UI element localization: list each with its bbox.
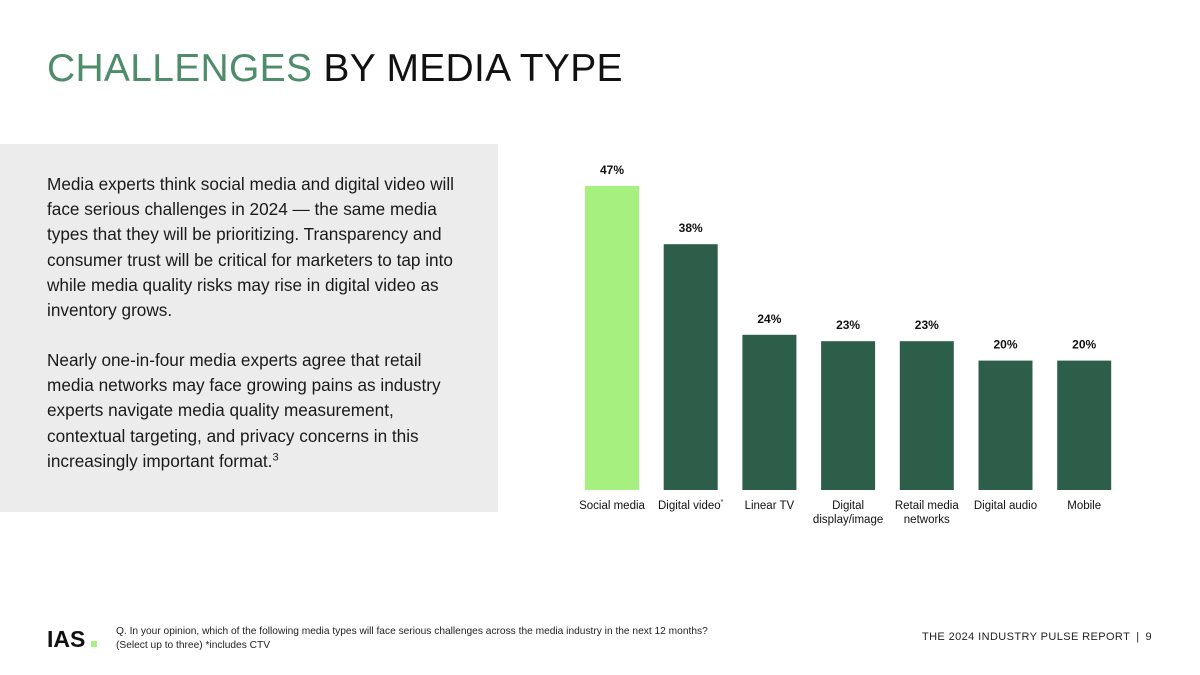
bar-retail-media-networks	[899, 341, 954, 490]
bar-digital-display-image	[821, 341, 876, 490]
ias-logo: IAS	[47, 626, 97, 650]
category-label: Digital display/image	[813, 500, 883, 526]
bar-value-label: 23%	[836, 318, 860, 332]
footer-separator: |	[1136, 631, 1140, 643]
body-paragraph-2: Nearly one-in-four media experts agree t…	[47, 348, 467, 474]
body-paragraph-2-text: Nearly one-in-four media experts agree t…	[47, 350, 441, 471]
survey-question-footnote: Q. In your opinion, which of the followi…	[116, 625, 816, 653]
page-title-rest: BY MEDIA TYPE	[323, 47, 623, 90]
ias-logo-mark	[91, 641, 97, 647]
bar-mobile	[1057, 360, 1112, 490]
category-label: Mobile	[1067, 500, 1101, 512]
bar-digital-video	[663, 244, 718, 490]
category-label: Digital video*	[658, 499, 724, 512]
bar-linear-tv	[742, 334, 797, 490]
footnote-reference: 3	[272, 451, 279, 464]
report-footer: THE 2024 INDUSTRY PULSE REPORT | 9	[922, 631, 1152, 643]
category-label: Social media	[579, 500, 645, 512]
bar-value-label: 24%	[757, 312, 781, 326]
ias-logo-text: IAS	[47, 626, 85, 650]
bar-value-label: 47%	[600, 163, 624, 177]
category-label: Retail media networks	[895, 500, 960, 526]
bar-value-label: 38%	[679, 221, 703, 235]
text-panel	[0, 144, 498, 512]
category-label: Digital audio	[974, 500, 1037, 512]
bar-digital-audio	[978, 360, 1033, 490]
report-name: THE 2024 INDUSTRY PULSE REPORT	[921, 631, 1131, 643]
bar-social-media	[585, 186, 639, 490]
bar-value-label: 20%	[1072, 338, 1096, 352]
page-title-accent: CHALLENGES	[47, 47, 313, 90]
body-paragraph-1: Media experts think social media and dig…	[47, 174, 454, 321]
page-title: CHALLENGES BY MEDIA TYPE	[47, 47, 623, 91]
bar-value-label: 20%	[993, 338, 1017, 352]
category-label: Linear TV	[745, 500, 795, 512]
bar-chart: 47% Social media 38% Digital video* 24% Linea…	[579, 163, 1112, 526]
survey-question: Q. In your opinion, which of the followi…	[116, 626, 708, 637]
survey-question-note: (Select up to three) *includes CTV	[116, 640, 271, 651]
bar-value-label: 23%	[915, 318, 939, 332]
page-number: 9	[1145, 631, 1152, 643]
